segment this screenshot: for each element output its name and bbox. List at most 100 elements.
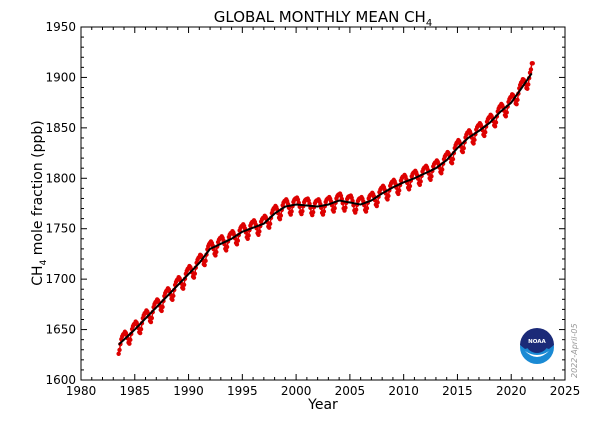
monthly-point bbox=[461, 145, 466, 151]
monthly-point bbox=[385, 197, 390, 202]
monthly-point bbox=[191, 275, 197, 280]
monthly-point bbox=[214, 249, 219, 255]
trend-line bbox=[117, 72, 533, 346]
monthly-point bbox=[245, 236, 250, 241]
monthly-point bbox=[159, 308, 164, 314]
monthly-point bbox=[321, 209, 327, 214]
monthly-point bbox=[514, 101, 519, 107]
monthly-point bbox=[277, 216, 283, 222]
monthly-point bbox=[192, 271, 198, 276]
monthly-point bbox=[300, 208, 305, 214]
monthly-point bbox=[138, 326, 144, 332]
y-tick-label: 1750 bbox=[45, 222, 76, 236]
monthly-point bbox=[450, 156, 456, 162]
monthly-point bbox=[525, 86, 530, 91]
y-tick-label: 1700 bbox=[45, 272, 76, 286]
monthly-point bbox=[234, 242, 240, 247]
x-tick-label: 2000 bbox=[281, 384, 312, 398]
monthly-point bbox=[363, 209, 369, 214]
monthly-point bbox=[256, 232, 261, 237]
x-tick-label: 1995 bbox=[227, 384, 258, 398]
monthly-point bbox=[331, 209, 336, 214]
date-annotation: 2022-April-05 bbox=[570, 323, 579, 378]
monthly-point bbox=[353, 207, 359, 212]
monthly-point bbox=[343, 205, 348, 210]
monthly-point bbox=[515, 97, 520, 103]
y-axis-label: CH4 mole fraction (ppb) bbox=[30, 120, 49, 285]
x-tick-label: 2010 bbox=[388, 384, 419, 398]
monthly-point bbox=[503, 114, 509, 119]
y-tick-label: 1900 bbox=[45, 70, 76, 84]
monthly-point bbox=[460, 149, 466, 155]
monthly-point bbox=[148, 319, 154, 325]
monthly-point bbox=[117, 347, 122, 353]
x-tick-label: 1985 bbox=[120, 384, 151, 398]
monthly-point bbox=[364, 206, 370, 211]
monthly-point bbox=[278, 213, 284, 218]
monthly-point bbox=[482, 133, 487, 139]
monthly-point bbox=[257, 229, 262, 234]
monthly-point bbox=[530, 61, 535, 66]
monthly-point bbox=[439, 171, 444, 176]
monthly-point bbox=[493, 120, 499, 125]
monthly-point bbox=[203, 258, 208, 264]
monthly-point bbox=[202, 262, 207, 268]
y-tick-label: 1600 bbox=[45, 373, 76, 387]
monthly-point bbox=[180, 286, 186, 291]
y-tick-label: 1800 bbox=[45, 171, 76, 185]
x-tick-label: 1990 bbox=[173, 384, 204, 398]
monthly-point bbox=[407, 183, 413, 189]
plot-frame bbox=[80, 26, 566, 381]
monthly-point bbox=[396, 191, 401, 197]
x-tick-label: 2025 bbox=[550, 384, 581, 398]
monthly-point bbox=[246, 233, 251, 238]
monthly-point bbox=[224, 248, 229, 253]
x-axis-label: Year bbox=[307, 397, 338, 413]
x-tick-label: 2020 bbox=[496, 384, 527, 398]
monthly-point bbox=[171, 293, 176, 299]
noaa-logo: NOAA bbox=[520, 328, 554, 364]
monthly-point bbox=[332, 206, 337, 211]
monthly-point bbox=[267, 221, 273, 227]
monthly-point bbox=[483, 130, 488, 135]
monthly-point bbox=[504, 110, 509, 115]
monthly-line bbox=[117, 62, 533, 354]
plot-area bbox=[116, 61, 535, 356]
monthly-point bbox=[310, 209, 316, 215]
x-tick-label: 2005 bbox=[335, 384, 366, 398]
y-tick-label: 1950 bbox=[45, 20, 76, 34]
monthly-point bbox=[267, 225, 272, 230]
monthly-point bbox=[224, 244, 230, 250]
monthly-point bbox=[429, 174, 434, 179]
monthly-point bbox=[428, 177, 433, 182]
monthly-point bbox=[417, 182, 422, 188]
monthly-point bbox=[149, 315, 155, 321]
monthly-point bbox=[137, 330, 143, 336]
chart-title: GLOBAL MONTHLY MEAN CH4 bbox=[214, 8, 432, 29]
monthly-point bbox=[471, 141, 476, 146]
monthly-point bbox=[526, 82, 531, 87]
monthly-point bbox=[449, 160, 455, 166]
monthly-point bbox=[472, 137, 477, 143]
monthly-point bbox=[128, 337, 133, 343]
svg-text:NOAA: NOAA bbox=[528, 339, 546, 345]
y-tick-label: 1850 bbox=[45, 121, 76, 135]
monthly-point bbox=[289, 209, 294, 214]
monthly-point bbox=[235, 238, 241, 243]
y-tick-label: 1650 bbox=[45, 323, 76, 337]
monthly-point bbox=[375, 200, 380, 205]
monthly-point bbox=[213, 253, 218, 258]
monthly-point bbox=[440, 167, 445, 172]
monthly-point bbox=[160, 304, 165, 310]
x-tick-label: 2015 bbox=[442, 384, 473, 398]
monthly-point bbox=[374, 203, 379, 209]
monthly-point bbox=[396, 188, 402, 193]
monthly-point bbox=[406, 187, 412, 192]
monthly-point bbox=[170, 297, 175, 303]
monthly-point bbox=[116, 351, 121, 356]
monthly-point bbox=[181, 282, 187, 287]
monthly-point bbox=[418, 179, 423, 184]
monthly-point bbox=[492, 124, 498, 129]
monthly-point bbox=[127, 341, 132, 346]
